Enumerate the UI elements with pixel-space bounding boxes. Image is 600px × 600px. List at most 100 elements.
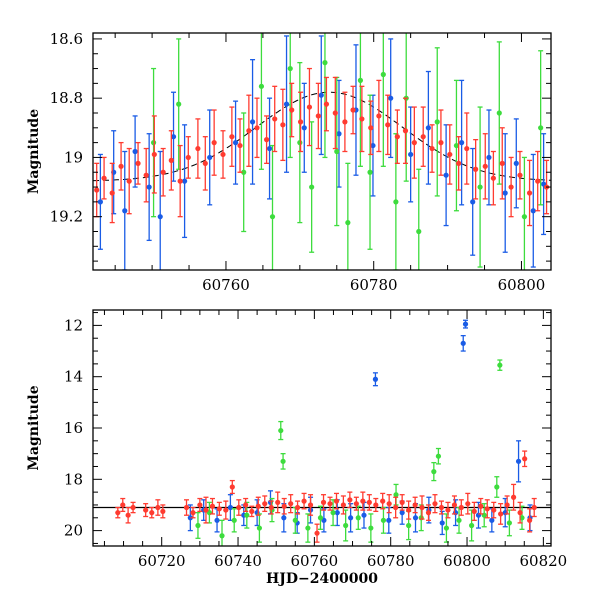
data-point [297,91,304,153]
data-point [232,100,239,185]
data-point [499,127,505,200]
x-tick-label: 60760 [202,276,250,294]
data-point [203,496,209,524]
plot-frame [92,32,552,271]
data-point [530,153,536,268]
series-0 [115,450,537,543]
data-point [342,91,348,153]
x-tick-label: 60720 [138,552,186,570]
data-point [118,141,124,191]
data-point [464,112,470,185]
data-point [388,38,394,159]
data-point [513,118,519,209]
data-point [453,79,460,212]
data-point [494,476,500,498]
data-point [347,491,353,509]
y-tick-label: 18.8 [50,89,83,107]
data-point [435,447,442,465]
data-point [190,506,196,519]
data-point [305,513,311,543]
data-point [482,133,488,200]
series-1 [97,35,547,270]
data-point [211,109,217,176]
data-point [333,492,340,510]
data-point [456,136,462,191]
data-point [332,76,338,150]
data-point [160,147,166,197]
data-point [416,168,422,270]
data-point [160,504,166,519]
data-point [502,133,508,253]
data-point [281,497,287,515]
data-point [283,35,290,173]
data-point [289,82,295,138]
data-point [420,106,426,167]
data-point [237,118,243,173]
data-point [432,494,438,514]
bottom-panel: 60720 60740 60760 60780 60800 60820 12 14 16 18 20… [26,309,568,587]
data-point [451,495,458,515]
y-axis: 12 14 16 18 20 [64,312,551,544]
data-point [254,97,260,159]
data-point [246,94,252,167]
data-point [431,461,437,482]
data-point [498,503,504,525]
data-point [481,503,487,528]
data-point [150,67,157,218]
data-point [120,497,126,513]
y-tick-label: 12 [64,316,83,334]
data-point [508,156,514,218]
data-point [380,33,386,167]
data-point [535,150,541,212]
y-tick-label: 19.2 [50,208,83,226]
data-point [359,85,365,153]
data-point [280,453,286,470]
data-point [517,150,523,200]
data-point [343,509,349,542]
data-point [527,508,533,533]
data-point [477,106,483,268]
data-point [386,506,392,534]
x-tick-label: 60820 [520,552,568,570]
data-point [301,82,307,173]
data-point [101,156,107,200]
data-point [263,115,270,165]
data-point [317,505,324,530]
data-point [380,492,386,510]
data-point [491,501,497,519]
data-point [458,499,464,516]
data-point [541,133,547,236]
data-point [340,495,346,515]
data-point [460,335,466,352]
data-point [470,147,476,256]
data-point [227,494,233,521]
data-point [510,483,517,511]
data-point [219,519,225,546]
data-point [207,109,213,206]
data-point [202,136,208,191]
data-point [109,162,115,224]
data-point [183,499,190,516]
data-point [168,130,174,191]
data-point [197,497,203,513]
data-point [122,150,128,270]
y-axis-label: Magnitude [26,385,42,470]
x-axis-label: HJD−2400000 [266,571,378,587]
x-tick-label: 60780 [367,552,415,570]
data-point [177,144,183,218]
data-point [223,500,229,520]
plot-area [93,33,551,270]
x-tick-label: 60800 [498,276,546,294]
data-point [412,496,418,514]
data-point [318,35,324,156]
data-point [97,153,103,250]
data-point [195,118,201,179]
data-point [330,499,336,527]
data-point [471,501,477,521]
data-point [531,497,537,518]
data-point [272,85,278,153]
data-point [484,499,490,519]
data-point [438,500,445,515]
data-point [517,501,523,524]
data-point [320,494,327,511]
